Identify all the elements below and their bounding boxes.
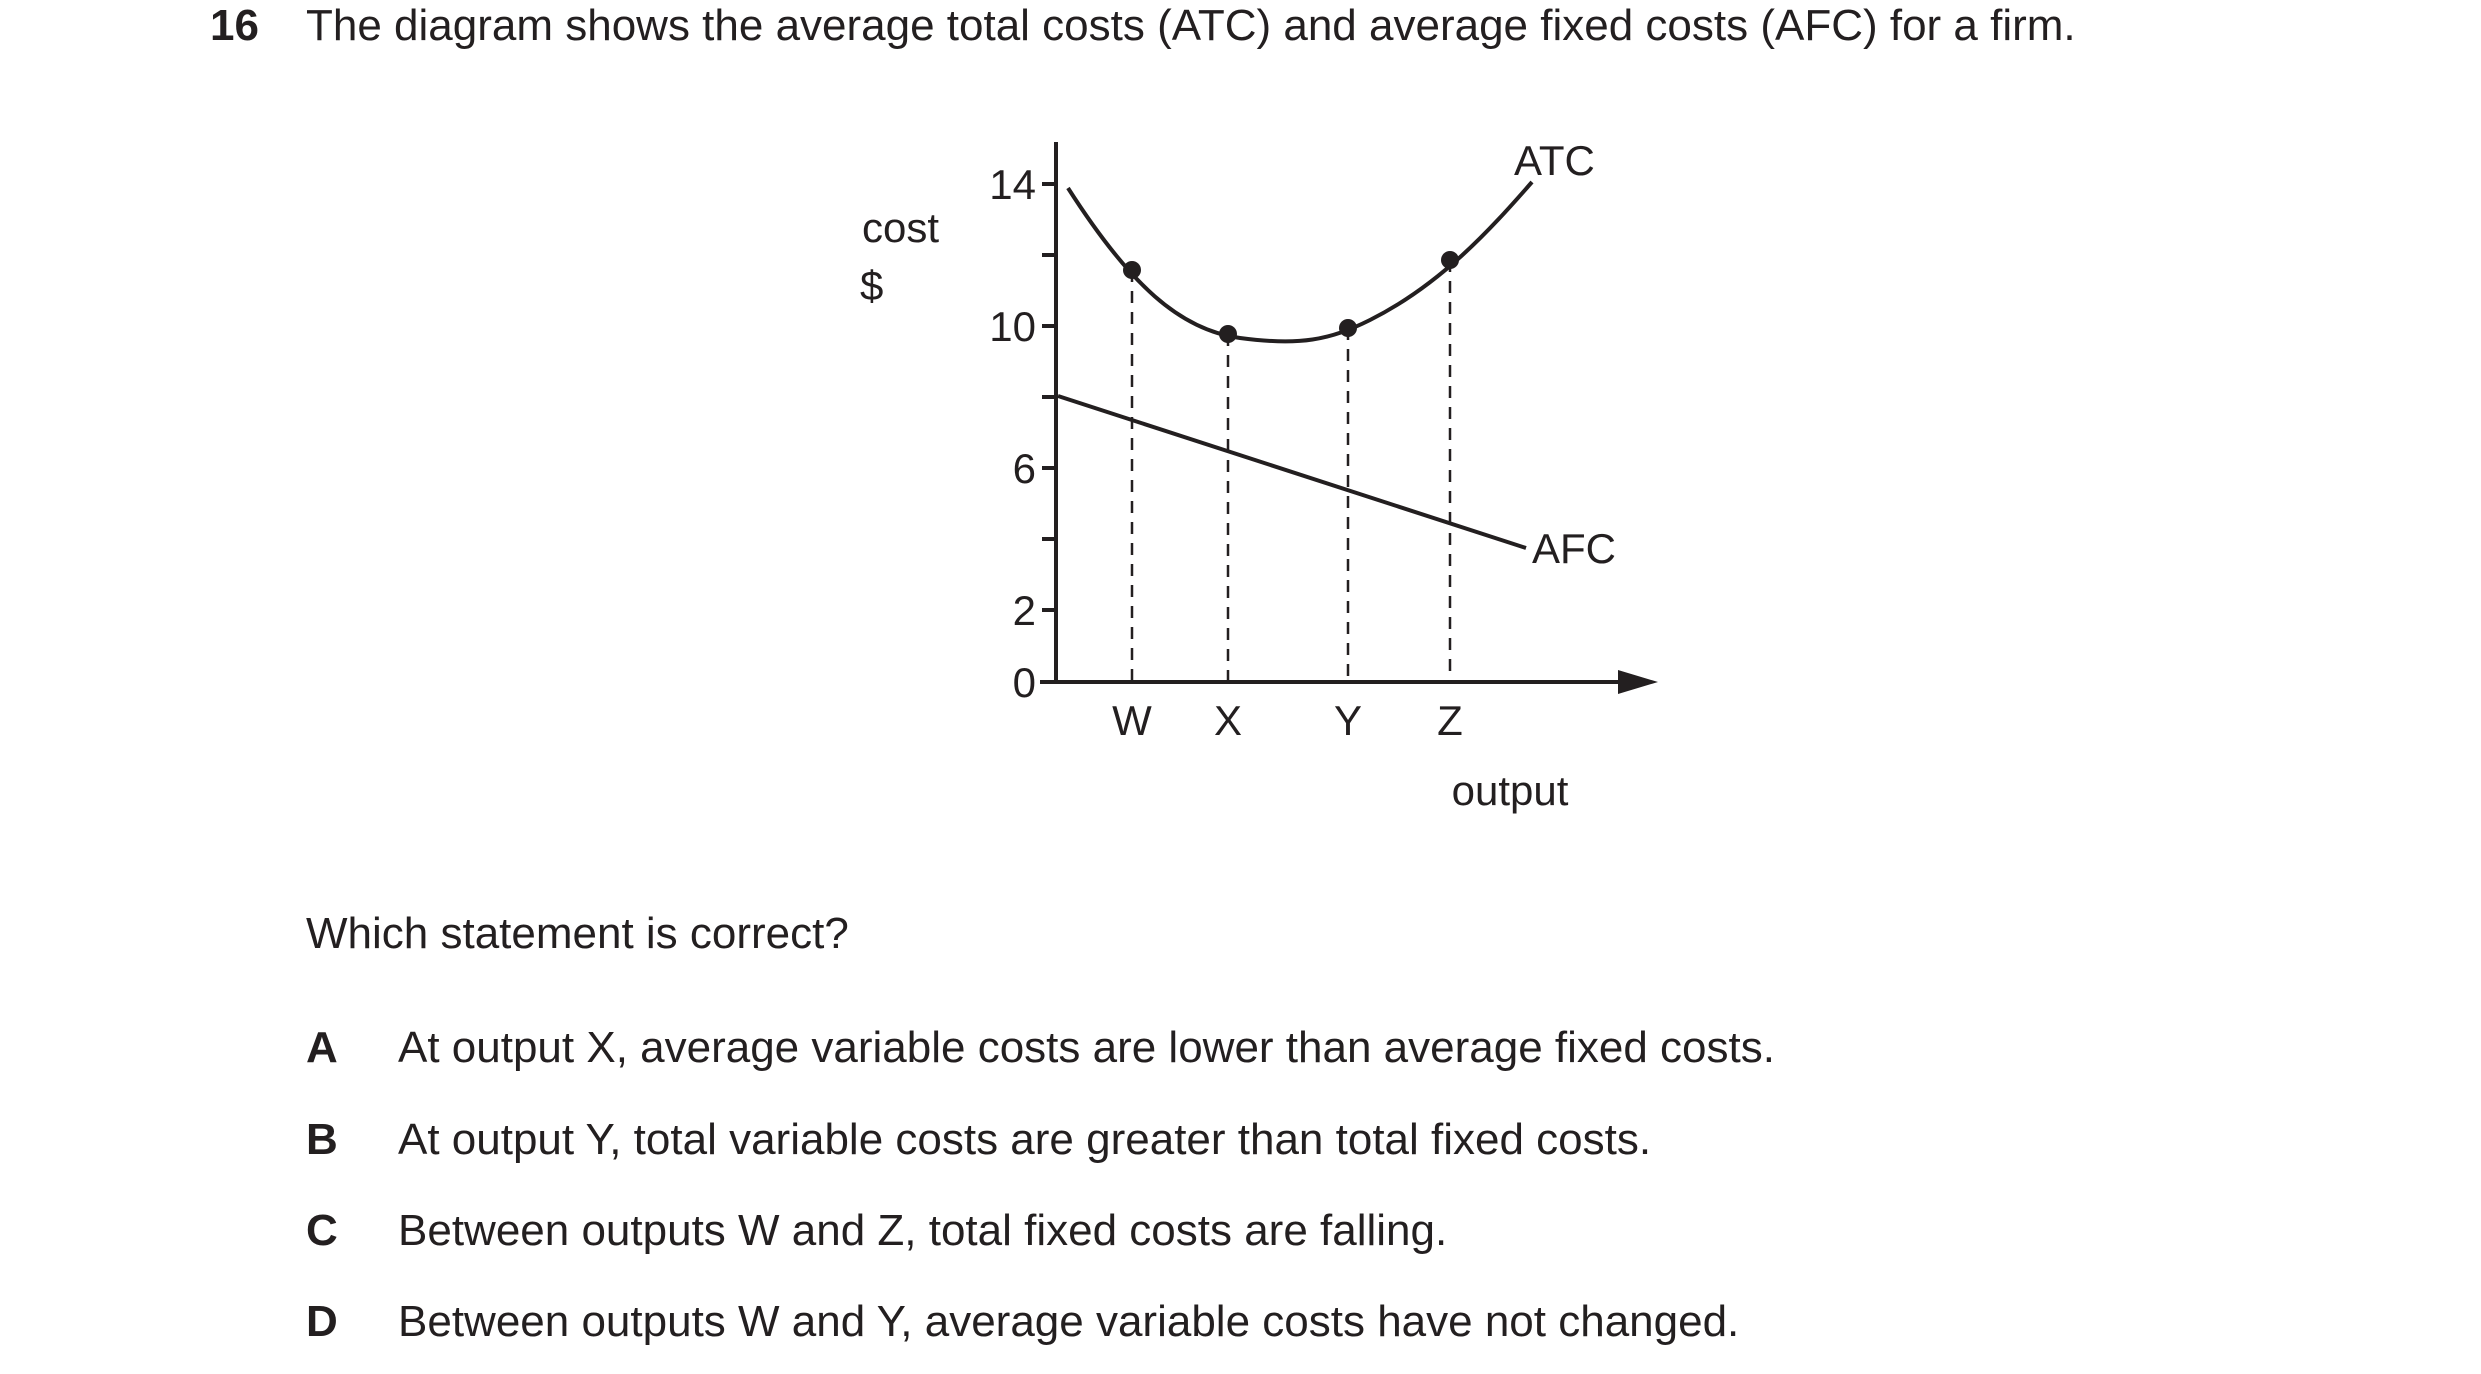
option-letter: B <box>306 1115 338 1164</box>
y-axis-label-cost: cost <box>862 204 939 251</box>
option-text: Between outputs W and Z, total fixed cos… <box>398 1206 1448 1255</box>
y-tick-label-6: 6 <box>1013 445 1036 492</box>
cost-diagram: cost $ 14 10 6 2 0 <box>860 137 1658 814</box>
dashed-guides <box>1130 260 1452 682</box>
option-c: C Between outputs W and Z, total fixed c… <box>0 1205 2481 1257</box>
option-d: D Between outputs W and Y, average varia… <box>0 1296 2481 1348</box>
y-tick-label-10: 10 <box>989 303 1036 350</box>
x-tick-label-z: Z <box>1437 697 1463 744</box>
y-tick-label-0: 0 <box>1013 659 1036 706</box>
atc-curve <box>1066 180 1534 344</box>
afc-line <box>1057 394 1527 550</box>
y-tick-label-2: 2 <box>1013 587 1036 634</box>
y-axis-label-dollar: $ <box>860 262 883 309</box>
cost-diagram-svg: cost $ 14 10 6 2 0 <box>860 137 1658 814</box>
option-text: Between outputs W and Y, average variabl… <box>398 1297 1740 1346</box>
x-tick-label-w: W <box>1112 697 1152 744</box>
option-letter: D <box>306 1297 338 1346</box>
atc-point-x <box>1219 325 1237 343</box>
question-number: 16 <box>210 1 259 50</box>
option-a: A At output X, average variable costs ar… <box>0 1022 2481 1074</box>
option-text: At output X, average variable costs are … <box>398 1023 1775 1072</box>
option-letter: A <box>306 1023 338 1072</box>
y-tick-label-14: 14 <box>989 161 1036 208</box>
question-text: The diagram shows the average total cost… <box>306 1 2076 50</box>
x-tick-label-y: Y <box>1334 697 1362 744</box>
atc-label: ATC <box>1514 137 1595 184</box>
option-text: At output Y, total variable costs are gr… <box>398 1115 1652 1164</box>
option-b: B At output Y, total variable costs are … <box>0 1114 2481 1166</box>
x-tick-label-x: X <box>1214 697 1242 744</box>
afc-label: AFC <box>1532 525 1616 572</box>
option-letter: C <box>306 1206 338 1255</box>
y-axis-ticks <box>1042 182 1056 612</box>
atc-point-y <box>1339 319 1357 337</box>
atc-point-z <box>1441 251 1459 269</box>
question-prompt: Which statement is correct? <box>306 909 849 958</box>
x-axis-arrowhead <box>1618 670 1658 694</box>
x-axis-label: output <box>1452 767 1569 814</box>
atc-point-w <box>1123 261 1141 279</box>
